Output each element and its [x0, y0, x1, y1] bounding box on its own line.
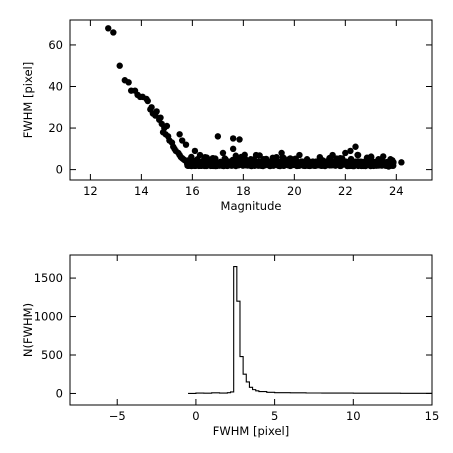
scatter-panel: 12 14 16 18 20 22 24 0 20 40 60 Magnitude FWHM [pixe…	[21, 19, 433, 213]
scatter-point	[204, 158, 211, 165]
scatter-point	[214, 133, 222, 140]
scatter-xtick-label: 20	[287, 184, 302, 198]
scatter-point	[144, 97, 151, 105]
scatter-ytick-label: 40	[48, 79, 63, 93]
histogram-line	[188, 265, 433, 395]
scatter-point	[367, 153, 375, 161]
scatter-point	[378, 162, 386, 169]
scatter-point	[189, 159, 196, 167]
scatter-xtick-label: 12	[83, 184, 98, 198]
scatter-point	[245, 158, 252, 166]
scatter-point	[388, 158, 395, 165]
scatter-ytick-label: 20	[48, 121, 63, 135]
scatter-point	[286, 156, 293, 163]
scatter-xtick-label: 16	[185, 184, 200, 198]
hist-xlabel: FWHM [pixel]	[213, 424, 289, 438]
scatter-point	[315, 160, 323, 167]
scatter-points	[105, 25, 405, 170]
scatter-point	[110, 29, 117, 36]
scatter-point	[260, 156, 267, 163]
scatter-point	[347, 147, 354, 155]
scatter-ylabel: FWHM [pixel]	[21, 62, 35, 138]
scatter-xtick-label: 18	[236, 184, 251, 198]
scatter-point	[352, 143, 359, 150]
scatter-point	[116, 62, 123, 69]
scatter-point	[316, 153, 324, 161]
scatter-point	[278, 149, 285, 157]
scatter-ytick-label: 0	[56, 163, 63, 177]
scatter-point	[232, 152, 240, 159]
scatter-point	[236, 136, 243, 143]
scatter-point	[148, 104, 155, 111]
hist-ytick-label: 0	[56, 386, 63, 400]
scatter-point	[222, 156, 229, 163]
scatter-point	[163, 122, 171, 130]
scatter-point	[194, 156, 201, 163]
hist-xtick-label: 10	[346, 409, 361, 423]
scatter-point	[308, 161, 316, 168]
scatter-point	[346, 160, 353, 167]
scatter-point	[176, 131, 183, 138]
scatter-frame	[69, 19, 433, 181]
scatter-point	[157, 114, 164, 121]
scatter-point	[125, 79, 132, 86]
hist-xtick-label: 0	[192, 409, 199, 423]
scatter-point	[303, 156, 311, 163]
scatter-point	[153, 108, 160, 115]
scatter-point	[354, 151, 362, 159]
scatter-point	[380, 153, 387, 160]
scatter-xtick-label: 22	[338, 184, 353, 198]
hist-xtick-label: 15	[425, 409, 440, 423]
scatter-point	[266, 162, 274, 170]
scatter-point	[229, 145, 237, 153]
scatter-point	[279, 154, 287, 162]
scatter-point	[218, 159, 225, 167]
scatter-point	[361, 160, 368, 167]
scatter-point	[337, 154, 344, 162]
scatter-xtick-label: 14	[134, 184, 149, 198]
scatter-ytick-label: 60	[48, 38, 63, 52]
scatter-point	[329, 159, 337, 167]
scatter-point	[255, 159, 262, 166]
scatter-point	[354, 159, 361, 167]
scatter-xlabel: Magnitude	[221, 199, 282, 213]
scatter-point	[209, 154, 216, 162]
scatter-point	[398, 159, 405, 166]
hist-frame	[69, 254, 433, 406]
hist-xtick-label: 5	[271, 409, 278, 423]
scatter-point	[252, 151, 260, 159]
scatter-point	[287, 161, 295, 169]
scatter-point	[321, 162, 329, 170]
scatter-point	[228, 158, 236, 166]
scatter-point	[296, 151, 303, 159]
scatter-point	[301, 162, 309, 170]
scatter-point	[342, 149, 349, 157]
scatter-point	[105, 25, 112, 32]
scatter-point	[375, 156, 382, 163]
scatter-point	[277, 162, 284, 169]
scatter-xtick-label: 24	[389, 184, 404, 198]
hist-ytick-label: 1500	[34, 271, 63, 285]
scatter-point	[219, 149, 227, 157]
scatter-point	[182, 141, 190, 148]
scatter-point	[329, 151, 336, 159]
histogram-panel: −5 0 5 10 15 0 500 1000 1500 FWHM [pixel] N(FWHM)	[21, 254, 440, 438]
hist-ytick-label: 500	[41, 348, 63, 362]
scatter-point	[273, 153, 280, 161]
scatter-point	[191, 147, 199, 155]
hist-xtick-label: −5	[109, 409, 126, 423]
hist-ylabel: N(FWHM)	[21, 303, 35, 357]
hist-ytick-label: 1000	[34, 310, 63, 324]
scatter-point	[385, 163, 392, 170]
scatter-point	[229, 135, 237, 142]
scatter-point	[188, 153, 195, 161]
scatter-point	[178, 137, 186, 144]
